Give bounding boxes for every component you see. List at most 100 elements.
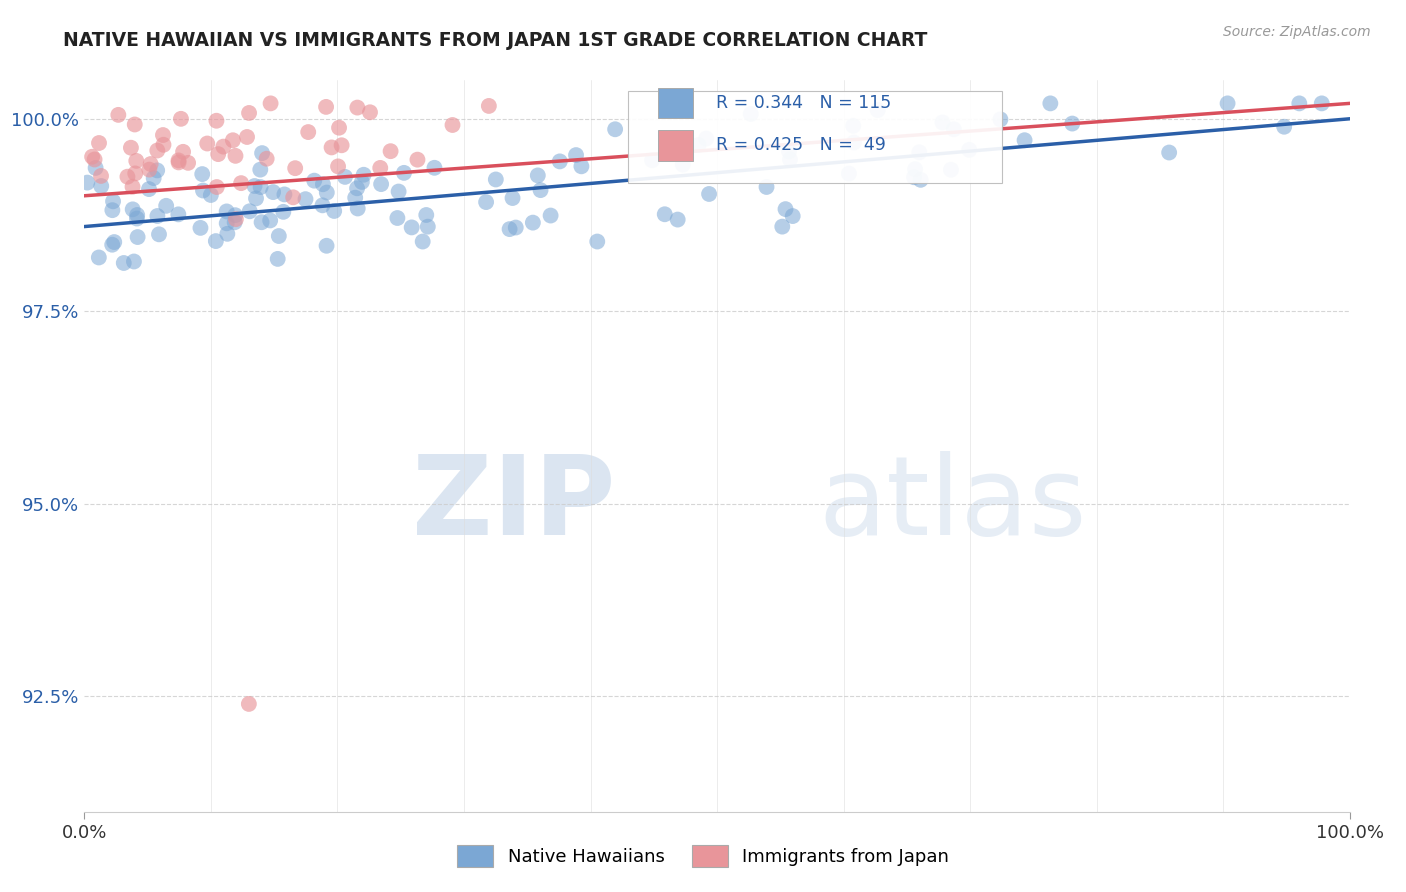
Text: NATIVE HAWAIIAN VS IMMIGRANTS FROM JAPAN 1ST GRADE CORRELATION CHART: NATIVE HAWAIIAN VS IMMIGRANTS FROM JAPAN… — [63, 31, 928, 50]
Text: R = 0.425   N =  49: R = 0.425 N = 49 — [716, 136, 886, 154]
Point — [866, 103, 889, 117]
Point — [330, 138, 353, 153]
Point — [120, 141, 142, 155]
Point — [1216, 96, 1239, 111]
Point — [903, 170, 925, 185]
Point — [238, 697, 260, 711]
Point — [146, 209, 169, 223]
Point — [225, 212, 247, 227]
Point — [90, 169, 112, 183]
Point — [238, 106, 260, 120]
Point — [87, 136, 110, 150]
Point — [485, 172, 508, 186]
Point — [207, 147, 229, 161]
Point — [1159, 145, 1181, 160]
Point — [1310, 96, 1333, 111]
Point — [273, 204, 295, 219]
Point — [191, 184, 214, 198]
Point — [755, 180, 778, 194]
Point — [152, 137, 174, 152]
Point — [333, 169, 356, 184]
Point — [779, 153, 801, 167]
Point — [388, 185, 411, 199]
Point — [195, 136, 218, 151]
FancyBboxPatch shape — [628, 91, 1002, 183]
Point — [346, 181, 368, 195]
Point — [249, 180, 271, 194]
Point — [641, 153, 664, 168]
Point — [565, 148, 588, 162]
Point — [666, 212, 689, 227]
Point — [1039, 96, 1062, 111]
Point — [139, 157, 162, 171]
Point — [87, 251, 110, 265]
Point — [315, 100, 337, 114]
Point — [205, 113, 228, 128]
Point — [84, 161, 107, 175]
Point — [770, 219, 793, 234]
Point — [239, 204, 262, 219]
Text: R = 0.344   N = 115: R = 0.344 N = 115 — [716, 94, 891, 112]
Point — [90, 179, 112, 194]
Point — [326, 160, 349, 174]
Point — [328, 120, 350, 135]
Point — [1062, 117, 1084, 131]
Point — [262, 185, 284, 199]
Point — [259, 96, 281, 111]
Point — [138, 182, 160, 196]
Point — [112, 256, 135, 270]
Point — [224, 208, 246, 222]
Point — [127, 208, 149, 222]
Point — [245, 191, 267, 205]
Point — [304, 174, 326, 188]
Point — [267, 229, 290, 244]
Point — [605, 122, 627, 136]
Point — [101, 237, 124, 252]
Point — [121, 179, 143, 194]
Point — [217, 227, 239, 241]
Point — [315, 186, 337, 200]
Point — [167, 153, 190, 168]
Point — [478, 99, 501, 113]
Point — [344, 191, 367, 205]
Point — [250, 146, 273, 161]
Point — [122, 254, 145, 268]
Point — [401, 220, 423, 235]
Text: Source: ZipAtlas.com: Source: ZipAtlas.com — [1223, 25, 1371, 39]
Point — [740, 107, 762, 121]
Point — [931, 115, 953, 129]
Point — [548, 154, 571, 169]
Point — [200, 188, 222, 202]
Point — [321, 140, 343, 154]
Point — [222, 133, 245, 147]
Point — [125, 211, 148, 226]
Point — [498, 222, 520, 236]
Point — [101, 203, 124, 218]
Point — [167, 155, 190, 169]
Point — [475, 195, 498, 210]
Point — [259, 213, 281, 227]
Point — [380, 144, 402, 158]
Point — [990, 112, 1012, 127]
Point — [224, 149, 246, 163]
Point — [138, 162, 160, 177]
Point — [191, 167, 214, 181]
Point — [124, 118, 146, 132]
Point — [229, 176, 252, 190]
Point — [942, 122, 965, 136]
Point — [170, 112, 193, 126]
Point — [387, 211, 409, 225]
Point — [101, 194, 124, 209]
Point — [957, 143, 980, 157]
Point — [215, 216, 238, 230]
Point — [148, 227, 170, 242]
Point — [350, 175, 373, 189]
Point — [250, 215, 273, 229]
Point — [782, 209, 804, 223]
Point — [152, 128, 174, 142]
Point — [392, 166, 415, 180]
Point — [294, 192, 316, 206]
Point — [368, 161, 391, 175]
Point — [146, 144, 169, 158]
Point — [172, 145, 194, 159]
